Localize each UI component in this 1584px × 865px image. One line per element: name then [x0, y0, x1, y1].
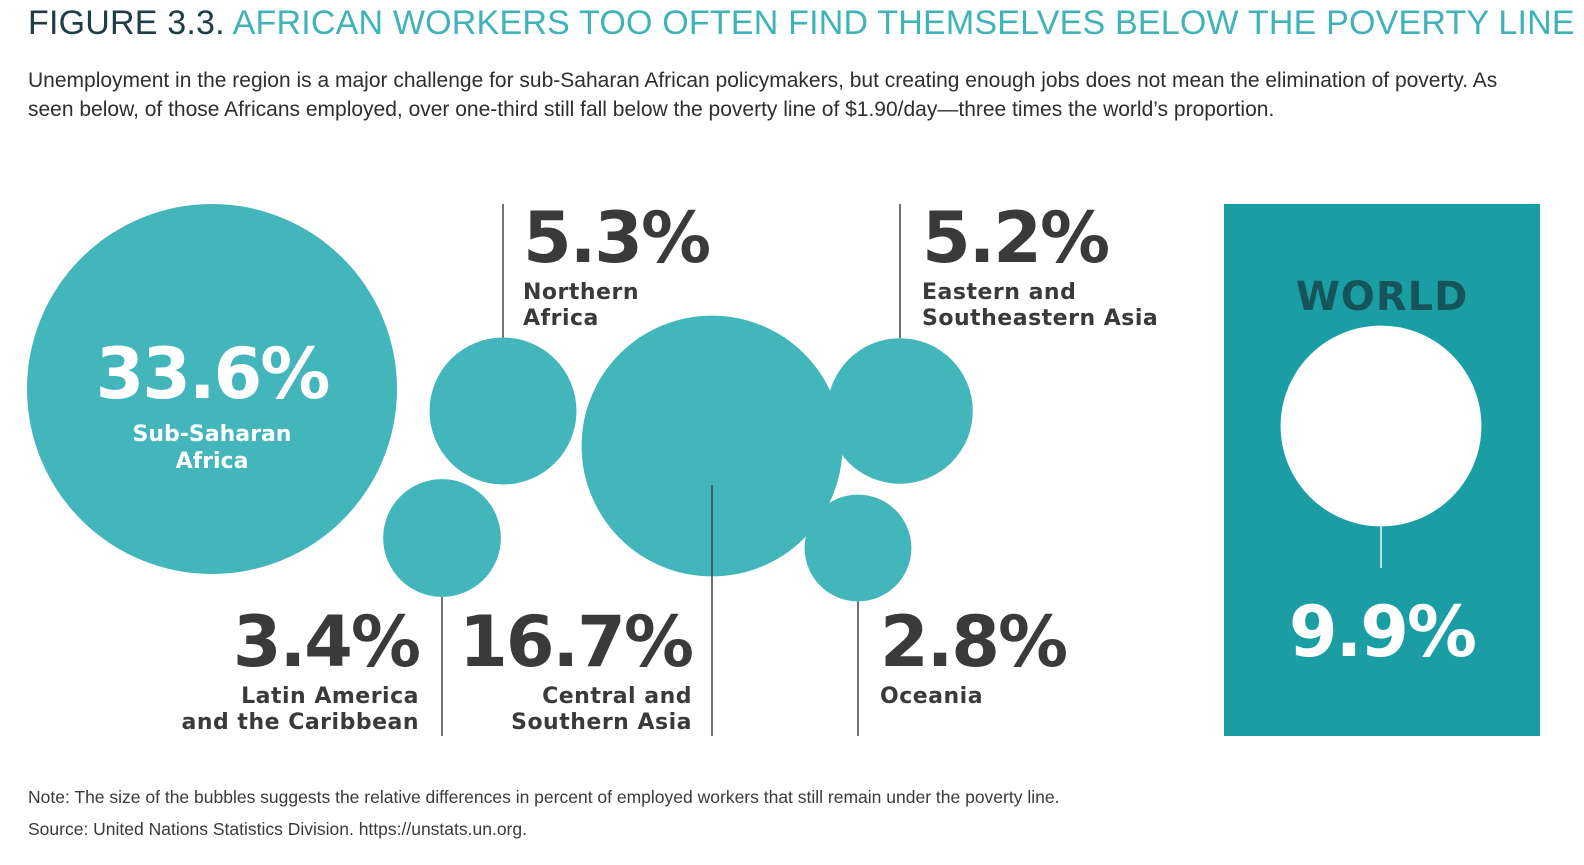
bubble-world: [1280, 325, 1482, 527]
label-central-and-southern-asia-1: Central and: [542, 684, 692, 709]
bubble-sub-saharan-africa: [27, 204, 397, 574]
label-northern-africa-2: Africa: [523, 306, 599, 331]
bubble-central-and-southern-asia: [581, 315, 843, 577]
bubble-oceania: [804, 494, 912, 602]
world-label: WORLD: [1296, 274, 1469, 320]
label-latin-america-and-the-caribbean-2: and the Caribbean: [182, 710, 419, 735]
figure-source: Source: United Nations Statistics Divisi…: [28, 819, 527, 839]
label-sub-saharan-africa-2: Africa: [176, 449, 249, 474]
world-value: 9.9%: [1289, 591, 1475, 673]
label-eastern-and-southeastern-asia-2: Southeastern Asia: [922, 306, 1158, 331]
bubble-northern-africa: [429, 337, 577, 485]
label-latin-america-and-the-caribbean-1: Latin America: [241, 684, 419, 709]
bubble-eastern-and-southeastern-asia: [827, 338, 973, 484]
value-sub-saharan-africa: 33.6%: [96, 333, 329, 415]
value-central-and-southern-asia: 16.7%: [459, 601, 692, 683]
value-eastern-and-southeastern-asia: 5.2%: [922, 197, 1108, 279]
label-northern-africa-1: Northern: [523, 280, 639, 305]
label-eastern-and-southeastern-asia-1: Eastern and: [922, 280, 1076, 305]
label-sub-saharan-africa-1: Sub-Saharan: [133, 422, 292, 447]
figure-title: FIGURE 3.3. AFRICAN WORKERS TOO OFTEN FI…: [28, 4, 1575, 43]
value-latin-america-and-the-caribbean: 3.4%: [233, 601, 419, 683]
figure-heading: AFRICAN WORKERS TOO OFTEN FIND THEMSELVE…: [232, 4, 1575, 42]
label-oceania-1: Oceania: [880, 684, 983, 709]
figure-label: FIGURE 3.3.: [28, 4, 225, 42]
value-northern-africa: 5.3%: [523, 197, 709, 279]
figure-note: Note: The size of the bubbles suggests t…: [28, 787, 1060, 807]
bubble-latin-america-and-the-caribbean: [383, 479, 501, 597]
figure-subtitle: Unemployment in the region is a major ch…: [28, 69, 1498, 121]
label-central-and-southern-asia-2: Southern Asia: [511, 710, 692, 735]
bubble-chart: 33.6%Sub-SaharanAfrica5.3%NorthernAfrica…: [27, 197, 1540, 736]
value-oceania: 2.8%: [880, 601, 1066, 683]
